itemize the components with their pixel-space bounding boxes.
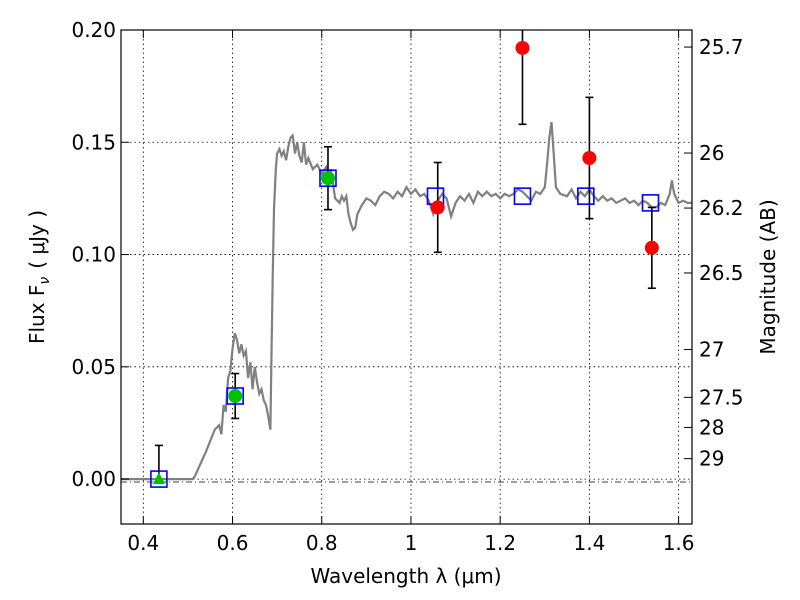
series-layer [121, 30, 692, 488]
y-axis-title-main: Flux F [25, 285, 49, 344]
mag-tick-label: 27.5 [699, 385, 744, 409]
y-tick-label: 0.10 [71, 243, 116, 267]
mag-tick-label: 27 [699, 338, 724, 362]
y-axis-title-units: ( μJy ) [25, 210, 49, 269]
model-photometry-point [150, 470, 168, 488]
y-axis-title-group: Flux Fν ( μJy ) [25, 210, 53, 344]
model-photometry-point [577, 187, 595, 205]
y-axis-title: Flux Fν ( μJy ) [25, 210, 53, 344]
x-tick-label: 1.4 [573, 531, 605, 555]
model-photometry-point [513, 187, 532, 205]
x-tick-label: 1.2 [484, 531, 516, 555]
y-tick-label: 0.15 [71, 130, 116, 154]
upper-limit-point [152, 472, 165, 485]
x-axis-title: Wavelength λ (μm) [310, 564, 501, 588]
plot-frame [120, 29, 693, 525]
observed-point [320, 171, 335, 186]
x-tick-label: 0.8 [306, 531, 338, 555]
observed-point [430, 200, 445, 215]
observed-point [228, 389, 243, 404]
x-tick-label: 1.6 [663, 531, 695, 555]
x-tick-label: 0.4 [127, 531, 159, 555]
y-axis-title-sub: ν [37, 277, 53, 285]
mag-tick-label: 28 [699, 415, 724, 439]
x-tick-label: 0.6 [217, 531, 249, 555]
y2-axis-title: Magnitude (AB) [756, 199, 780, 354]
mag-tick-label: 26.2 [699, 196, 744, 220]
y-tick-label: 0.00 [71, 467, 116, 491]
observed-point [644, 240, 659, 255]
observed-point [515, 40, 530, 55]
mag-tick-label: 25.7 [699, 35, 744, 59]
y-tick-label: 0.05 [71, 355, 116, 379]
model-photometry-point [641, 194, 660, 212]
x-tick-label: 1 [405, 531, 418, 555]
sed-model-line [121, 121, 692, 481]
ticks-layer: 0.4 0.6 0.8 1 1.2 1.4 1.6 0.00 0.05 0.10 0.15 0.20 2… [71, 18, 743, 555]
model-photometry-point [319, 169, 337, 187]
observed-point [582, 150, 597, 165]
model-photometry-point [226, 387, 244, 405]
y2-axis-title-group: Magnitude (AB) [756, 199, 780, 354]
y-tick-label: 0.20 [71, 18, 116, 42]
mag-tick-label: 26.5 [699, 261, 744, 285]
mag-tick-label: 29 [699, 447, 724, 471]
mag-tick-label: 26 [699, 141, 724, 165]
